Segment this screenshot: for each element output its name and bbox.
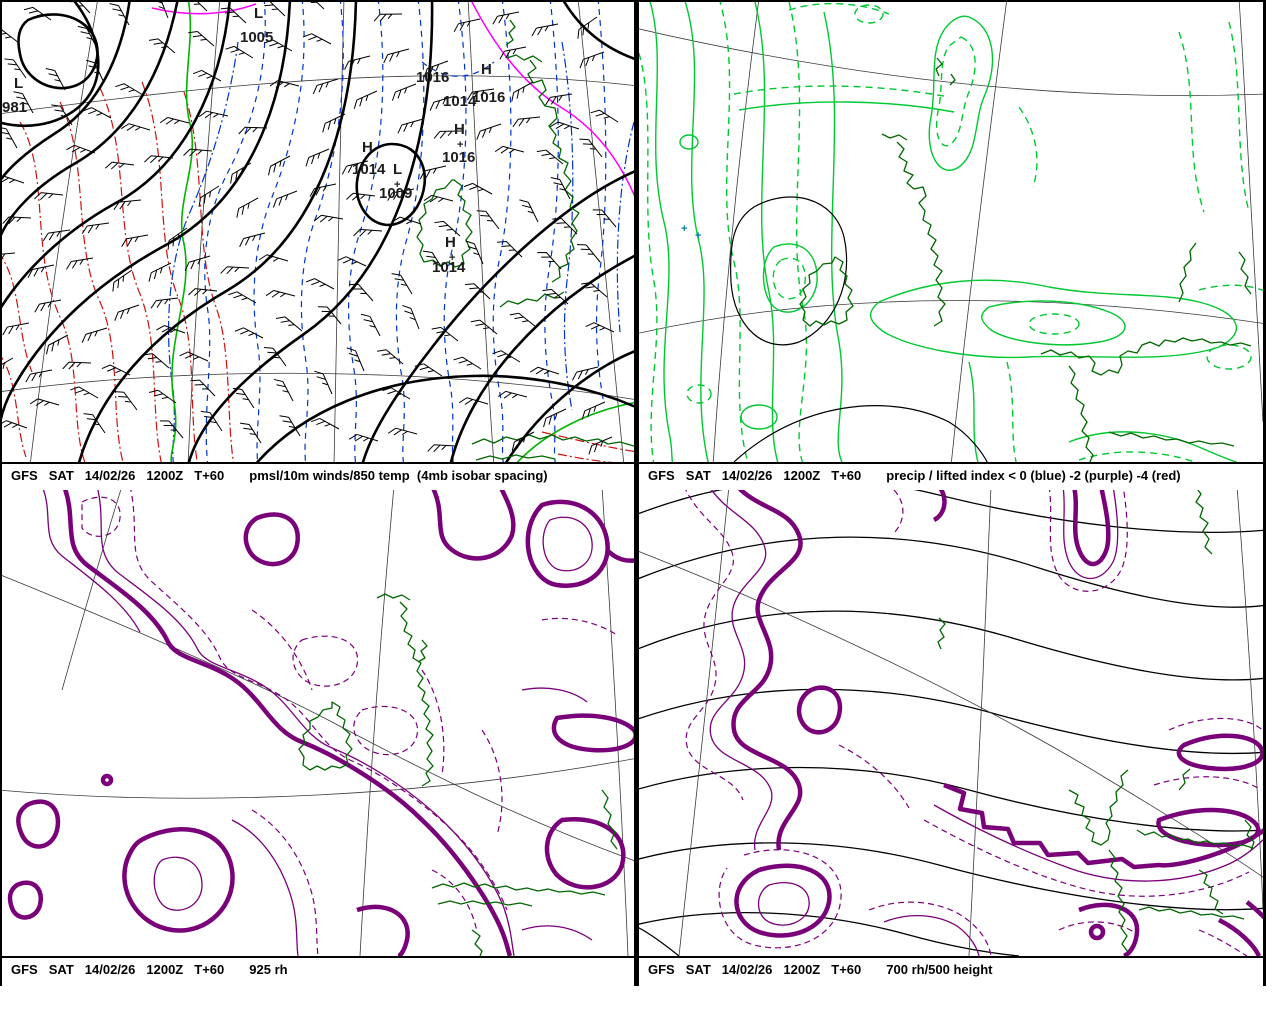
caption-bar-precip: GFS SAT 14/02/26 1200Z T+60 precip / lif… [639, 462, 1263, 487]
caption-bar-700rh: GFS SAT 14/02/26 1200Z T+60 700 rh/500 h… [639, 956, 1263, 981]
valid-date: 14/02/26 [84, 962, 136, 977]
map-canvas-precip [639, 2, 1263, 462]
precip-contours [639, 2, 1263, 462]
lifted-index-contour [731, 197, 989, 462]
valid-day: SAT [48, 468, 74, 483]
run-time: 1200Z [783, 962, 821, 977]
coastlines [800, 58, 1251, 462]
product-description: 925 rh [249, 962, 288, 977]
map-pmsl: L 981 L 1005 1016 H 1014 1016 H +1016 H 1014 L +1009 H… [2, 2, 634, 462]
caption-bar-pmsl: GFS SAT 14/02/26 1200Z T+60 pmsl/10m win… [2, 462, 634, 487]
run-time: 1200Z [146, 468, 184, 483]
valid-date: 14/02/26 [721, 468, 773, 483]
graticule-lines [2, 2, 634, 462]
graticule-lines [639, 2, 1263, 462]
rh-contours [10, 490, 634, 956]
forecast-step: T+60 [831, 468, 862, 483]
panel-pmsl: L 981 L 1005 1016 H 1014 1016 H +1016 H 1014 L +1009 H… [0, 0, 637, 490]
zero-degree-line [171, 2, 634, 462]
panel-925rh: GFS SAT 14/02/26 1200Z T+60 925 rh [0, 490, 637, 986]
map-700rh-500ht [639, 490, 1263, 956]
wind-barb-icons [2, 2, 618, 454]
product-description: precip / lifted index < 0 (blue) -2 (pur… [886, 468, 1181, 483]
model-name: GFS [648, 962, 675, 977]
temp-contours-cold [205, 2, 606, 462]
map-canvas-pmsl [2, 2, 634, 462]
product-description: pmsl/10m winds/850 temp (4mb isobar spac… [249, 468, 548, 483]
product-description: 700 rh/500 height [886, 962, 993, 977]
forecast-step: T+60 [831, 962, 862, 977]
map-canvas-700rh [639, 490, 1263, 956]
model-name: GFS [11, 962, 38, 977]
coastlines [417, 20, 634, 460]
temp-contours-warm [2, 82, 634, 462]
temp-contours-cold-dashdot [169, 42, 634, 462]
forecast-step: T+60 [194, 468, 225, 483]
forecast-step: T+60 [194, 962, 225, 977]
coastlines [299, 594, 617, 956]
map-canvas-925rh [2, 490, 634, 956]
panel-700rh-500ht: GFS SAT 14/02/26 1200Z T+60 700 rh/500 h… [637, 490, 1266, 986]
panel-precip-li: + + GFS SAT 14/02/26 1200Z T+60 precip / … [637, 0, 1266, 490]
valid-day: SAT [685, 468, 711, 483]
model-name: GFS [648, 468, 675, 483]
valid-date: 14/02/26 [84, 468, 136, 483]
model-name: GFS [11, 468, 38, 483]
coastlines [938, 490, 1254, 952]
graticule-lines [2, 490, 634, 956]
valid-day: SAT [685, 962, 711, 977]
rh-contours [684, 490, 1263, 956]
caption-bar-925rh: GFS SAT 14/02/26 1200Z T+60 925 rh [2, 956, 634, 981]
isobar-lines [2, 2, 634, 462]
map-925rh [2, 490, 634, 956]
valid-day: SAT [48, 962, 74, 977]
run-time: 1200Z [783, 468, 821, 483]
run-time: 1200Z [146, 962, 184, 977]
map-precip-li: + + [639, 2, 1263, 462]
valid-date: 14/02/26 [721, 962, 773, 977]
